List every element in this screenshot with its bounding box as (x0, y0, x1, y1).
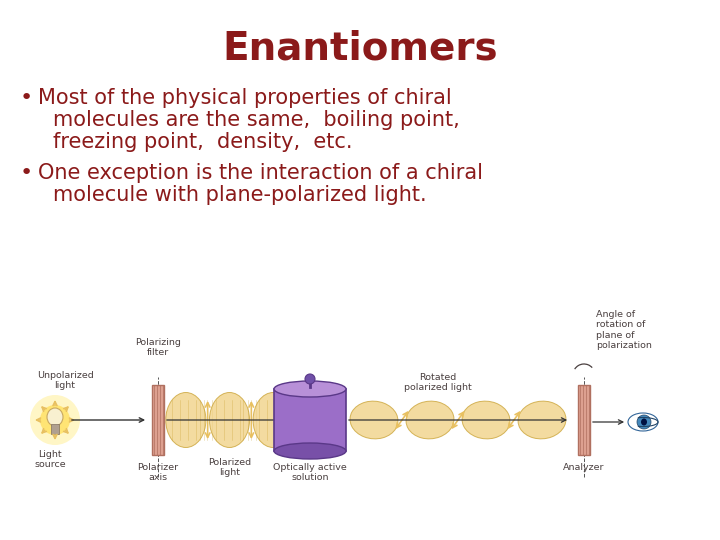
Text: molecule with plane-polarized light.: molecule with plane-polarized light. (53, 185, 427, 205)
Ellipse shape (518, 401, 566, 439)
Text: molecules are the same,  boiling point,: molecules are the same, boiling point, (53, 110, 460, 130)
FancyBboxPatch shape (578, 385, 590, 455)
Text: Polarizing
filter: Polarizing filter (135, 338, 181, 357)
Text: •: • (20, 163, 33, 183)
Text: Polarized
light: Polarized light (208, 458, 251, 477)
Ellipse shape (274, 381, 346, 397)
Text: Unpolarized
light: Unpolarized light (37, 370, 94, 390)
Ellipse shape (274, 443, 346, 459)
Text: Rotated
polarized light: Rotated polarized light (404, 373, 472, 392)
Text: •: • (20, 88, 33, 108)
Ellipse shape (166, 393, 206, 448)
Text: freezing point,  density,  etc.: freezing point, density, etc. (53, 132, 353, 152)
Ellipse shape (305, 374, 315, 384)
Text: Most of the physical properties of chiral: Most of the physical properties of chira… (38, 88, 451, 108)
Ellipse shape (462, 401, 510, 439)
Ellipse shape (253, 393, 293, 448)
Text: Enantiomers: Enantiomers (222, 30, 498, 68)
Ellipse shape (30, 395, 80, 445)
Text: Angle of
rotation of
plane of
polarization: Angle of rotation of plane of polarizati… (596, 310, 652, 350)
FancyBboxPatch shape (274, 389, 346, 451)
Text: Light
source: Light source (34, 450, 66, 469)
Ellipse shape (40, 405, 70, 435)
Ellipse shape (637, 415, 651, 429)
Ellipse shape (406, 401, 454, 439)
Ellipse shape (47, 408, 63, 426)
Text: One exception is the interaction of a chiral: One exception is the interaction of a ch… (38, 163, 483, 183)
Text: Optically active
solution: Optically active solution (273, 463, 347, 482)
FancyBboxPatch shape (152, 385, 164, 455)
Ellipse shape (628, 413, 658, 431)
FancyBboxPatch shape (51, 424, 59, 434)
Text: Polarizer
axis: Polarizer axis (138, 463, 179, 482)
Ellipse shape (350, 401, 398, 439)
Ellipse shape (641, 418, 647, 426)
Ellipse shape (210, 393, 250, 448)
Text: Analyzer: Analyzer (563, 463, 605, 472)
